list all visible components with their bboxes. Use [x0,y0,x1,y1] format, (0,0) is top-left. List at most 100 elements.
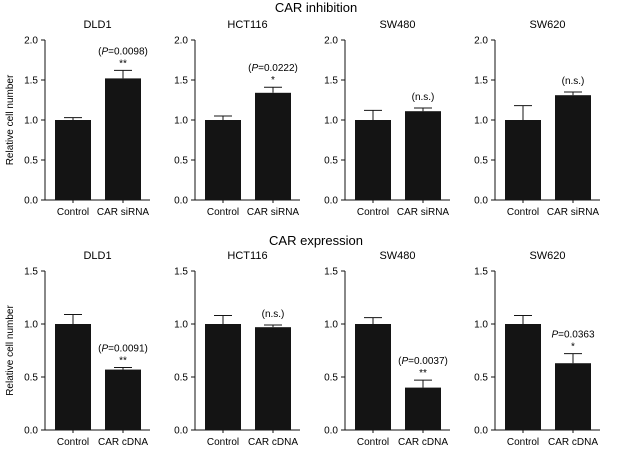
bar-treatment [105,78,141,200]
y-tick-label: 2.0 [474,36,488,47]
p-value-annotation: (P=0.0222) [248,63,298,74]
y-tick-label: 0.5 [24,373,38,384]
panel-expression-sw620: SW620 0.0 0.5 1.0 1.5 Control CAR cDNA *P=0.036… [474,250,600,448]
significance-marker: ** [119,58,127,69]
bar-treatment [105,369,141,430]
panel-expression-dld1: DLD1 0.0 0.5 1.0 1.5 Relative cell number Cont… [5,250,150,448]
y-tick-label: 0.0 [24,196,38,207]
section-title-expression: CAR expression [269,233,363,248]
significance-marker: ** [419,368,427,379]
bar-treatment [405,387,441,430]
y-tick-label: 1.5 [474,267,488,278]
p-value-annotation: (P=0.0037) [398,356,448,367]
panel-inhibition-dld1: DLD1 0.0 0.5 1.0 1.5 2.0 Relative cell number C… [5,19,150,218]
y-tick-label: 1.5 [24,267,38,278]
significance-marker: ** [119,355,127,366]
x-tick-label: Control [507,207,539,218]
y-axis-label: Relative cell number [5,74,16,165]
y-tick-label: 0.5 [324,373,338,384]
panel-expression-sw480: SW480 0.0 0.5 1.0 1.5 Control CAR cDNA **(P=0.0… [324,250,450,448]
x-tick-label: CAR siRNA [397,207,450,218]
bar-control [505,120,541,200]
panel-inhibition-hct116: HCT116 0.0 0.5 1.0 1.5 2.0 Control CAR siRNA *(P… [174,19,300,218]
panel-title: SW620 [529,19,565,31]
y-tick-label: 0.5 [324,156,338,167]
y-tick-label: 1.0 [24,320,38,331]
x-tick-label: CAR siRNA [97,207,150,218]
x-tick-label: Control [57,437,89,448]
bar-control [205,120,241,200]
y-axis-label: Relative cell number [5,305,16,396]
y-tick-label: 1.5 [174,267,188,278]
y-tick-label: 1.0 [474,116,488,127]
x-tick-label: CAR cDNA [248,437,298,448]
bar-control [55,324,91,430]
bar-treatment [405,111,441,200]
y-tick-label: 1.0 [174,320,188,331]
y-tick-label: 0.0 [474,196,488,207]
bar-control [55,120,91,200]
panel-title: SW480 [379,19,415,31]
y-tick-label: 0.0 [174,426,188,437]
y-tick-label: 0.5 [474,156,488,167]
panel-title: HCT116 [227,19,267,31]
p-value-annotation: (n.s.) [562,76,585,87]
y-tick-label: 0.0 [474,426,488,437]
panel-title: HCT116 [227,250,267,262]
x-tick-label: Control [507,437,539,448]
y-tick-label: 1.5 [324,267,338,278]
y-tick-label: 0.5 [24,156,38,167]
x-tick-label: CAR cDNA [548,437,598,448]
x-tick-label: Control [207,207,239,218]
y-tick-label: 2.0 [24,36,38,47]
section-title-inhibition: CAR inhibition [275,0,357,15]
panel-title: SW620 [529,250,565,262]
significance-marker: * [571,342,575,353]
y-tick-label: 1.0 [174,116,188,127]
bar-control [505,324,541,430]
panel-inhibition-sw480: SW480 0.0 0.5 1.0 1.5 2.0 Control CAR siRNA (n.s… [324,19,450,218]
bar-treatment [555,363,591,430]
y-tick-label: 1.5 [474,76,488,87]
y-tick-label: 0.5 [174,373,188,384]
x-tick-label: Control [57,207,89,218]
panel-title: DLD1 [83,19,111,31]
x-tick-label: Control [357,437,389,448]
x-tick-label: CAR cDNA [98,437,148,448]
y-tick-label: 0.0 [24,426,38,437]
panel-expression-hct116: HCT116 0.0 0.5 1.0 1.5 Control CAR cDNA (n.s.) [174,250,300,448]
bar-treatment [555,95,591,200]
y-tick-label: 1.0 [324,116,338,127]
y-tick-label: 0.5 [474,373,488,384]
bar-control [205,324,241,430]
x-tick-label: Control [207,437,239,448]
p-value-annotation: (n.s.) [412,92,435,103]
bar-treatment [255,327,291,430]
y-tick-label: 0.0 [324,426,338,437]
x-tick-label: CAR siRNA [247,207,300,218]
y-tick-label: 1.5 [324,76,338,87]
x-tick-label: CAR siRNA [547,207,600,218]
y-tick-label: 0.5 [174,156,188,167]
chart-panels: DLD1 0.0 0.5 1.0 1.5 2.0 Relative cell number C… [5,19,600,448]
panel-title: SW480 [379,250,415,262]
y-tick-label: 1.0 [24,116,38,127]
y-tick-label: 0.0 [324,196,338,207]
y-tick-label: 1.5 [174,76,188,87]
y-tick-label: 1.5 [24,76,38,87]
y-tick-label: 1.0 [474,320,488,331]
x-tick-label: Control [357,207,389,218]
bar-control [355,324,391,430]
x-tick-label: CAR cDNA [398,437,448,448]
y-tick-label: 0.0 [174,196,188,207]
p-value-annotation: P=0.0363 [551,330,595,341]
p-value-annotation: (P=0.0091) [98,343,148,354]
bar-treatment [255,92,291,200]
y-tick-label: 1.0 [324,320,338,331]
panel-title: DLD1 [83,250,111,262]
significance-marker: * [271,75,275,86]
p-value-annotation: (n.s.) [262,309,285,320]
y-tick-label: 2.0 [174,36,188,47]
p-value-annotation: (P=0.0098) [98,46,148,57]
